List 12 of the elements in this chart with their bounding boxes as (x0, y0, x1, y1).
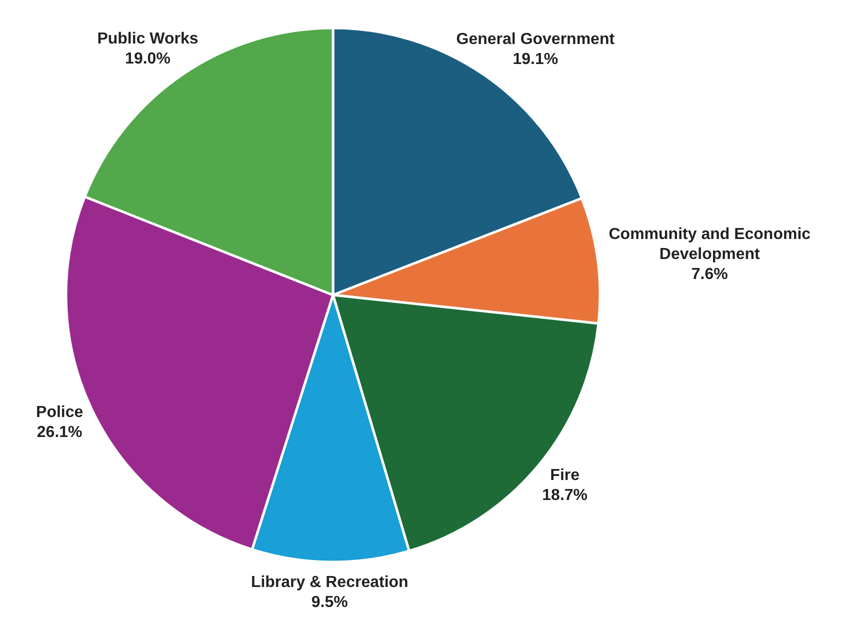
data-label: 9.5% (311, 594, 348, 611)
slice-label: Police (36, 404, 84, 422)
data-label: 19.0% (125, 50, 170, 68)
data-label: 19.1% (512, 50, 558, 68)
slice-label: Community and Economic Development (608, 226, 811, 264)
data-label: 26.1% (36, 424, 82, 442)
data-label: 18.7% (542, 486, 588, 504)
slice-label: Library & Recreation (250, 574, 408, 591)
slice-label: Fire (550, 466, 580, 484)
slice-label: General Government (456, 30, 616, 48)
data-label: 7.6% (691, 266, 728, 284)
slice-label: Public Works (97, 30, 198, 48)
